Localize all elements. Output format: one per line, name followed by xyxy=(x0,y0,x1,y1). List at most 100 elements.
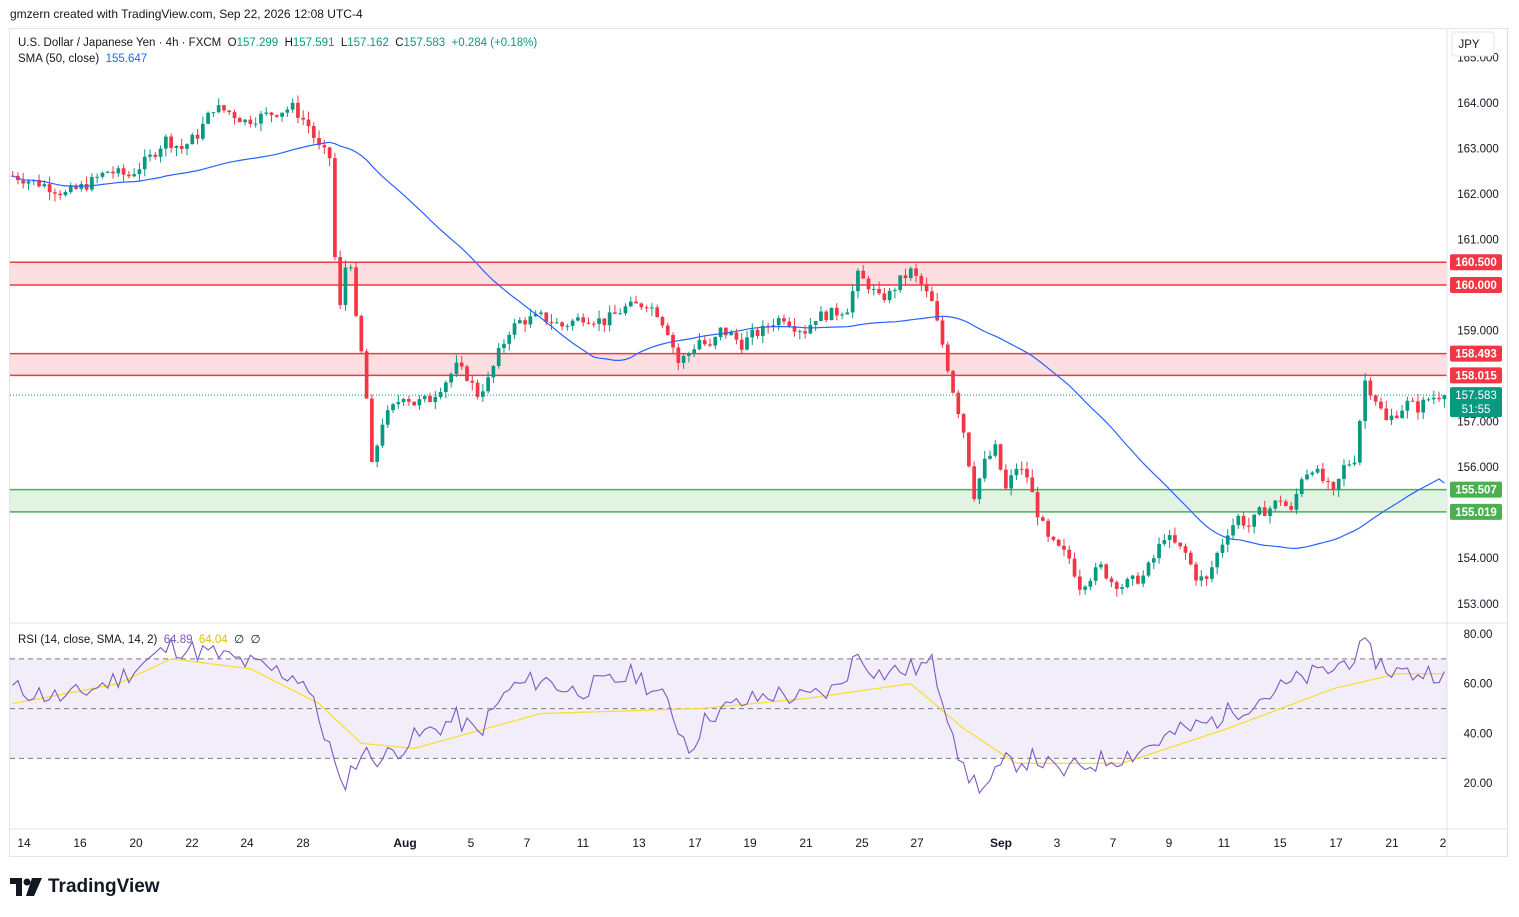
candle-body xyxy=(1099,564,1103,568)
candle-body xyxy=(1326,481,1330,483)
rsi-label[interactable]: RSI (14, close, SMA, 14, 2) xyxy=(18,634,158,646)
candle-body xyxy=(887,290,892,301)
candle-body xyxy=(375,445,380,462)
candle-body xyxy=(90,177,94,190)
candle-body xyxy=(708,344,712,346)
tradingview-logo-icon xyxy=(10,878,42,896)
candle-body xyxy=(1215,552,1220,568)
time-tick-label: 13 xyxy=(632,836,646,850)
candle-body xyxy=(216,105,221,113)
chart-credit: gmzern created with TradingView.com, Sep… xyxy=(10,7,363,21)
candle-body xyxy=(1157,543,1161,559)
candle-body xyxy=(544,312,549,323)
candle-body xyxy=(692,349,697,354)
candle-body xyxy=(634,301,638,304)
candle-body xyxy=(428,395,432,403)
time-tick-label: 21 xyxy=(1385,836,1399,850)
candle-body xyxy=(797,331,802,333)
currency-badge[interactable] xyxy=(1451,31,1495,57)
candle-body xyxy=(760,325,765,336)
candle-body xyxy=(470,380,475,383)
candle-body xyxy=(407,399,411,402)
candle-body xyxy=(1336,478,1341,490)
candle-body xyxy=(745,337,749,350)
zone-price-label: 155.507 xyxy=(1455,485,1497,497)
symbol-name[interactable]: U.S. Dollar / Japanese Yen · 4h · FXCM xyxy=(18,37,222,49)
candle-body xyxy=(1437,397,1441,400)
candle-body xyxy=(967,432,971,467)
candle-body xyxy=(591,323,596,325)
candle-body xyxy=(206,112,210,124)
brand-name: TradingView xyxy=(48,876,160,897)
candle-body xyxy=(945,344,950,371)
high-label: H xyxy=(284,37,293,49)
candle-body xyxy=(660,317,665,326)
sma-label[interactable]: SMA (50, close) xyxy=(18,53,100,65)
candle-body xyxy=(581,317,586,323)
candle-body xyxy=(882,293,887,301)
candle-body xyxy=(607,312,612,326)
chart-frame xyxy=(9,28,1508,857)
candle-body xyxy=(26,181,31,184)
candle-body xyxy=(1114,582,1119,589)
candle-body xyxy=(1347,464,1352,466)
candle-body xyxy=(237,118,242,123)
candle-body xyxy=(1173,535,1177,543)
candle-body xyxy=(417,399,422,406)
candle-body xyxy=(1009,475,1013,489)
candle-body xyxy=(465,366,469,381)
candle-body xyxy=(111,171,115,174)
rsi-tick-label: 60.00 xyxy=(1464,679,1493,691)
candle-body xyxy=(533,313,538,317)
candle-body xyxy=(1194,564,1198,581)
candle-body xyxy=(200,123,205,139)
candle-body xyxy=(248,119,253,125)
low-value: 157.162 xyxy=(347,37,389,49)
candle-body xyxy=(1199,576,1204,581)
rsi-extra-1: ∅ xyxy=(234,634,245,646)
candle-body xyxy=(1305,474,1309,480)
candle-body xyxy=(1183,546,1188,553)
candle-body xyxy=(396,402,401,405)
candle-body xyxy=(628,301,633,307)
price-tick-label: 162.000 xyxy=(1457,189,1499,201)
candle-body xyxy=(972,466,977,500)
candle-body xyxy=(687,353,691,356)
candle-body xyxy=(1025,468,1029,478)
candle-body xyxy=(813,321,818,325)
candles-layer xyxy=(10,95,1447,597)
candle-body xyxy=(782,318,786,322)
candle-body xyxy=(322,145,327,148)
candle-body xyxy=(924,284,929,292)
candle-body xyxy=(1252,514,1257,527)
candle-body xyxy=(1273,500,1278,509)
time-tick-label: 14 xyxy=(17,836,31,850)
time-tick-label: 27 xyxy=(910,836,924,850)
candle-body xyxy=(930,291,934,302)
currency-label: JPY xyxy=(1458,39,1479,51)
candle-body xyxy=(53,192,57,194)
price-tick-label: 165.000 xyxy=(1457,52,1499,64)
candle-body xyxy=(480,391,485,397)
price-tick-label: 164.000 xyxy=(1457,98,1499,110)
candle-body xyxy=(211,112,216,114)
close-label: C xyxy=(395,37,404,49)
candle-body xyxy=(301,117,306,120)
candle-body xyxy=(1241,515,1246,526)
candle-body xyxy=(1416,401,1420,413)
candle-body xyxy=(914,268,918,276)
candle-body xyxy=(903,275,908,279)
candle-body xyxy=(264,112,269,114)
candle-body xyxy=(1141,575,1146,584)
candle-body xyxy=(121,168,126,175)
price-tick-label: 159.000 xyxy=(1457,326,1499,338)
sma-line xyxy=(12,141,1445,550)
price-tick-label: 161.000 xyxy=(1457,234,1499,246)
candle-body xyxy=(1268,508,1272,516)
high-value: 157.591 xyxy=(292,37,335,49)
candle-body xyxy=(512,323,517,335)
candle-body xyxy=(63,191,68,196)
candle-body xyxy=(977,478,982,500)
time-tick-label: 16 xyxy=(73,836,87,850)
